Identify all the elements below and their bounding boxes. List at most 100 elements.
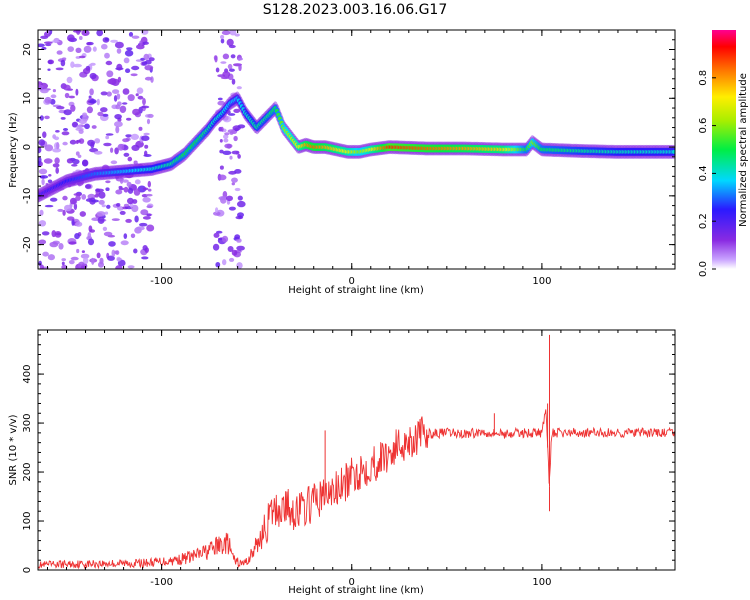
noise-blob [56,106,65,110]
noise-blob [96,30,104,37]
noise-blob [111,249,116,257]
noise-blob [134,215,139,223]
noise-blob [125,218,132,223]
noise-blob [222,150,232,155]
noise-blob [106,204,111,209]
noise-blob [217,97,223,101]
noise-blob [70,197,77,205]
noise-blob [110,147,114,153]
noise-blob [223,134,229,140]
noise-blob [86,42,92,46]
noise-blob [104,37,109,41]
noise-blob [133,248,138,254]
y-tick-label: 0 [22,144,33,150]
noise-blob [82,159,89,167]
noise-blob [105,187,110,191]
noise-blob [144,144,149,149]
y-tick-label: 400 [22,365,33,384]
noise-blob [114,250,118,255]
noise-blob [97,216,105,224]
noise-blob [228,206,236,211]
y-tick-label: 0 [22,567,33,573]
noise-blob [124,49,134,57]
noise-blob [234,169,242,174]
noise-blob [231,150,240,155]
noise-blob [41,231,50,236]
noise-blob [55,130,60,133]
noise-blob [139,222,148,227]
noise-blob [60,59,66,67]
noise-blob [101,204,107,208]
noise-blob [142,41,149,45]
noise-blob [220,34,225,40]
colorbar-tick-label: 0.2 [698,213,709,229]
colorbar-tick-label: 0.6 [698,118,709,134]
noise-blob [131,144,140,151]
noise-blob [111,218,120,222]
noise-blob [142,187,149,191]
ridge-core [671,149,675,154]
noise-blob [115,265,123,269]
noise-blob [136,226,145,231]
noise-blob [55,167,59,174]
noise-blob [47,59,53,65]
noise-blob [50,94,57,99]
noise-blob [136,87,144,94]
noise-blob [112,89,120,94]
noise-blob [73,63,82,68]
noise-blob [218,196,228,201]
noise-blob [38,84,44,91]
noise-blob [49,241,59,248]
y-tick-label: 200 [22,462,33,481]
noise-blob [113,95,118,102]
noise-blob [126,181,132,188]
noise-blob [215,230,223,234]
noise-blob [75,47,82,53]
noise-blob [126,117,132,121]
noise-blob [119,177,124,184]
noise-blob [237,212,244,218]
noise-blob [122,88,130,95]
noise-blob [77,154,82,158]
noise-blob [96,211,106,217]
noise-blob [138,126,143,131]
noise-blob [132,108,141,116]
noise-blob [236,245,245,251]
noise-blob [227,63,233,70]
noise-blob [62,141,68,146]
noise-blob [92,46,97,52]
snr-plot: -100 0 100 0 100 200 300 400 Height of straight… [8,329,676,596]
noise-blob [71,164,78,167]
colorbar-ticks: 0.0 0.2 0.4 0.6 0.8 [698,70,716,277]
noise-blob [117,76,122,83]
noise-blob [231,177,238,183]
noise-blob [93,150,103,155]
noise-blob [238,64,242,72]
noise-blob [213,232,220,238]
noise-blob [61,131,70,136]
noise-blob [118,187,125,191]
snr-line [38,409,675,570]
colorbar-gradient [712,30,736,269]
noise-blob [91,257,95,265]
noise-blob [221,235,229,243]
colorbar-tick-label: 0.0 [698,261,709,277]
colorbar: 0.0 0.2 0.4 0.6 0.8 Normalized spectral ampl… [698,30,749,277]
noise-blob [115,189,123,195]
noise-blob [224,132,230,136]
noise-blob [75,221,83,227]
noise-blob [119,105,127,114]
noise-blob [55,232,61,236]
noise-blob [134,179,141,185]
spectrogram-ylabel: Frequency (Hz) [8,112,19,188]
noise-blob [227,246,234,252]
noise-blob [70,256,79,261]
noise-blob [101,43,108,50]
noise-blob [127,187,134,194]
noise-blob [56,50,63,55]
noise-blob [222,259,227,266]
noise-blob [98,199,105,205]
spectrogram-marks [38,30,675,269]
